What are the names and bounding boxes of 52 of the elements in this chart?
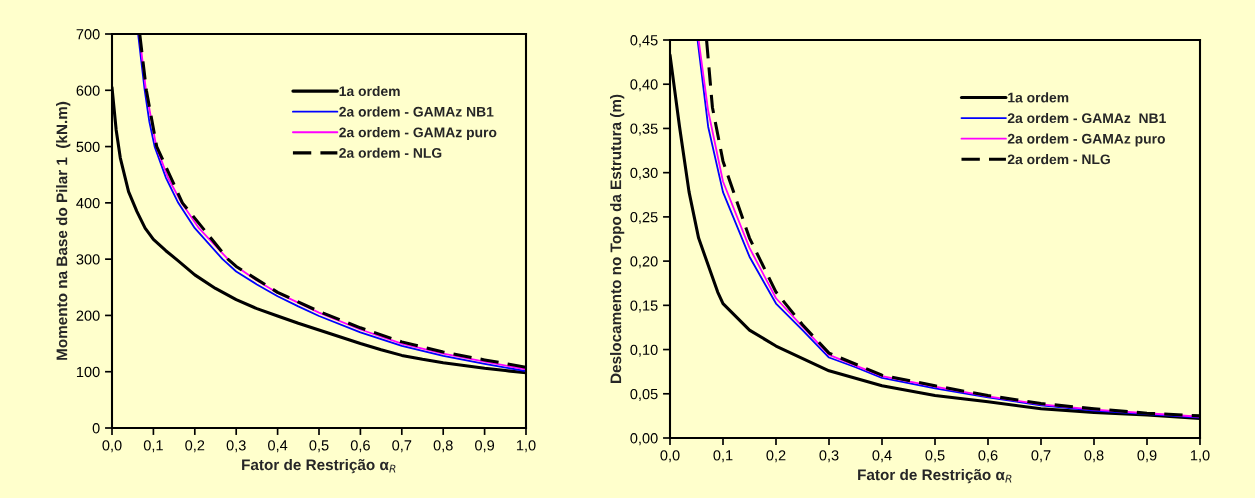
legend-label: 1a ordem bbox=[339, 85, 400, 97]
y-tick-label: 200 bbox=[76, 310, 100, 321]
y-tick-label: 0,00 bbox=[630, 433, 658, 446]
legend-label: 2a ordem - GAMAz NB1 bbox=[1007, 112, 1166, 124]
x-tick-label: 0,4 bbox=[872, 450, 892, 463]
legend-label: 1a ordem bbox=[1008, 92, 1069, 103]
x-tick-label: 0,3 bbox=[819, 450, 839, 463]
y-tick-label: 0,45 bbox=[630, 35, 658, 48]
x-axis-title: Fator de Restrição α$_{R}$ bbox=[242, 458, 396, 474]
x-tick-label: 0,9 bbox=[475, 440, 495, 453]
x-tick-label: 0,4 bbox=[268, 440, 288, 453]
y-tick-label: 0 bbox=[92, 423, 100, 434]
y-tick-label: 0,35 bbox=[630, 123, 658, 136]
y-tick-label: 0,20 bbox=[630, 256, 658, 269]
x-tick-label: 0,1 bbox=[713, 450, 733, 463]
y-tick-label: 500 bbox=[76, 141, 100, 152]
x-tick-label: 0,8 bbox=[1084, 450, 1104, 463]
y-tick-label: 0,25 bbox=[630, 211, 658, 225]
x-tick-label: 0,0 bbox=[660, 450, 680, 463]
y-tick-label: 0,15 bbox=[630, 300, 658, 313]
x-tick-label: 0,5 bbox=[925, 450, 945, 463]
legend-label: 2a ordem - GAMAz puro bbox=[339, 127, 497, 141]
x-tick-label: 1,0 bbox=[1190, 450, 1210, 463]
x-tick-label: 0,3 bbox=[226, 440, 246, 453]
x-axis-title: Fator de Restrição α$_{R}$ bbox=[858, 468, 1012, 484]
y-tick-label: 300 bbox=[76, 254, 100, 265]
legend-label: 2a ordem - GAMAz NB1 bbox=[339, 106, 494, 117]
y-tick-label: 0,30 bbox=[630, 167, 658, 180]
x-tick-label: 0,2 bbox=[185, 440, 205, 453]
y-tick-label: 0,10 bbox=[630, 344, 658, 357]
legend-label: 2a ordem - NLG bbox=[1007, 154, 1110, 165]
x-tick-label: 0,7 bbox=[1031, 450, 1051, 463]
x-tick-label: 0,7 bbox=[392, 440, 412, 453]
y-tick-label: 0,05 bbox=[630, 388, 658, 401]
x-tick-label: 0,0 bbox=[102, 440, 122, 453]
x-tick-label: 0,5 bbox=[309, 440, 329, 453]
y-axis-title: Deslocamento no Topo da Estrutura (m) bbox=[610, 94, 625, 383]
x-tick-label: 0,1 bbox=[143, 440, 163, 453]
x-tick-label: 0,6 bbox=[350, 440, 370, 453]
x-tick-label: 0,8 bbox=[433, 440, 453, 453]
y-tick-label: 600 bbox=[76, 85, 100, 96]
x-tick-label: 0,6 bbox=[978, 450, 998, 463]
y-tick-label: 700 bbox=[76, 29, 100, 40]
legend-label: 2a ordem - GAMAz puro bbox=[1007, 133, 1165, 147]
x-tick-label: 0,2 bbox=[766, 450, 786, 463]
legend-label: 2a ordem - NLG bbox=[339, 147, 442, 158]
y-tick-label: 400 bbox=[76, 197, 100, 209]
x-tick-label: 1,0 bbox=[516, 440, 536, 453]
y-tick-label: 100 bbox=[76, 366, 100, 378]
y-tick-label: 0,40 bbox=[630, 79, 658, 92]
y-axis-title: Momento na Base do Pilar 1 (kN.m) bbox=[56, 101, 71, 360]
x-tick-label: 0,9 bbox=[1137, 450, 1157, 463]
